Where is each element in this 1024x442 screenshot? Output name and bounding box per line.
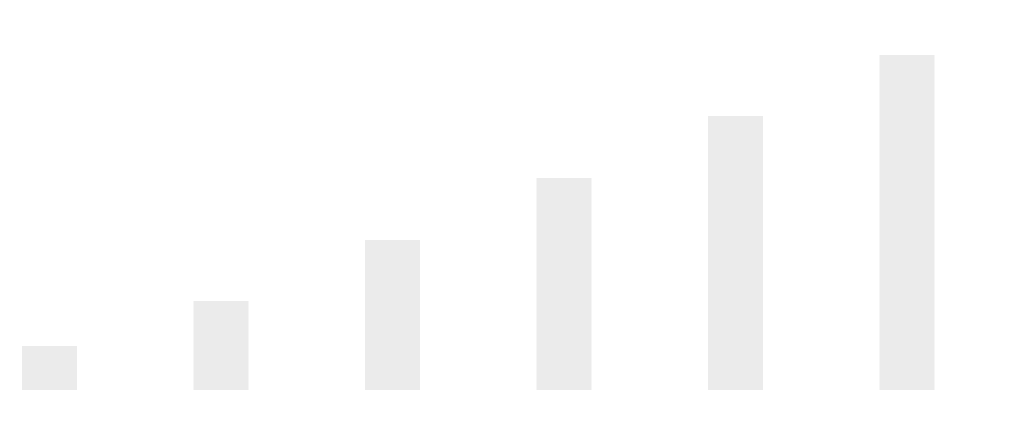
bar-3 <box>365 240 420 390</box>
bar-4 <box>536 178 592 390</box>
bar-5 <box>708 116 763 390</box>
bars-group <box>22 55 935 390</box>
bar-1 <box>22 346 77 390</box>
bar-2 <box>193 301 249 390</box>
bar-6 <box>879 55 935 390</box>
